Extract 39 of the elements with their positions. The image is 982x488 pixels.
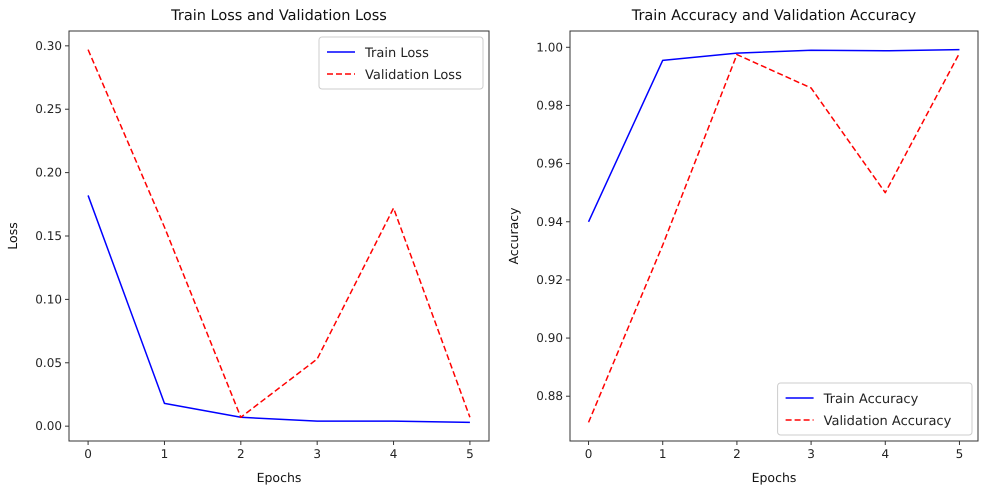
x-tick-label: 2 <box>237 447 245 461</box>
y-tick-label: 0.98 <box>536 98 563 112</box>
chart-title: Train Accuracy and Validation Accuracy <box>630 8 917 24</box>
x-tick-label: 5 <box>956 447 964 461</box>
line-series <box>87 194 471 424</box>
x-tick-label: 4 <box>881 447 890 461</box>
chart-title: Train Loss and Validation Loss <box>170 8 387 24</box>
legend-label: Train Loss <box>364 46 430 61</box>
y-tick-label: 0.94 <box>536 214 563 229</box>
x-axis-title: Epochs <box>256 470 302 485</box>
x-axis-title: Epochs <box>752 470 796 485</box>
y-tick-label: 0.05 <box>35 356 62 370</box>
y-axis-title: Accuracy <box>506 206 521 265</box>
legend-label: Train Accuracy <box>822 392 919 407</box>
x-tick-label: 5 <box>466 447 474 461</box>
y-tick-label: 0.15 <box>35 229 62 243</box>
legend-label: Validation Accuracy <box>824 414 952 429</box>
y-tick-label: 0.20 <box>35 166 62 180</box>
y-tick-label: 0.96 <box>536 156 563 171</box>
legend-label: Validation Loss <box>365 68 462 83</box>
y-tick-label: 0.88 <box>536 389 563 404</box>
y-axis-title: Loss <box>5 222 20 250</box>
y-tick-label: 0.92 <box>536 272 563 287</box>
x-tick-label: 3 <box>807 447 815 461</box>
y-tick-label: 0.00 <box>35 419 62 434</box>
line-series <box>87 48 471 418</box>
y-tick-label: 1.00 <box>536 40 563 54</box>
x-tick-label: 3 <box>313 447 321 461</box>
x-tick-label: 0 <box>84 447 92 461</box>
x-tick-label: 2 <box>733 447 741 461</box>
line-series <box>588 48 960 222</box>
x-tick-label: 4 <box>390 447 398 461</box>
y-tick-label: 0.25 <box>35 102 62 116</box>
x-tick-label: 1 <box>160 447 168 461</box>
y-tick-label: 0.10 <box>35 292 62 306</box>
x-tick-label: 0 <box>584 447 592 461</box>
y-tick-label: 0.90 <box>536 331 563 346</box>
x-tick-label: 1 <box>658 447 667 461</box>
y-tick-label: 0.30 <box>35 38 62 53</box>
